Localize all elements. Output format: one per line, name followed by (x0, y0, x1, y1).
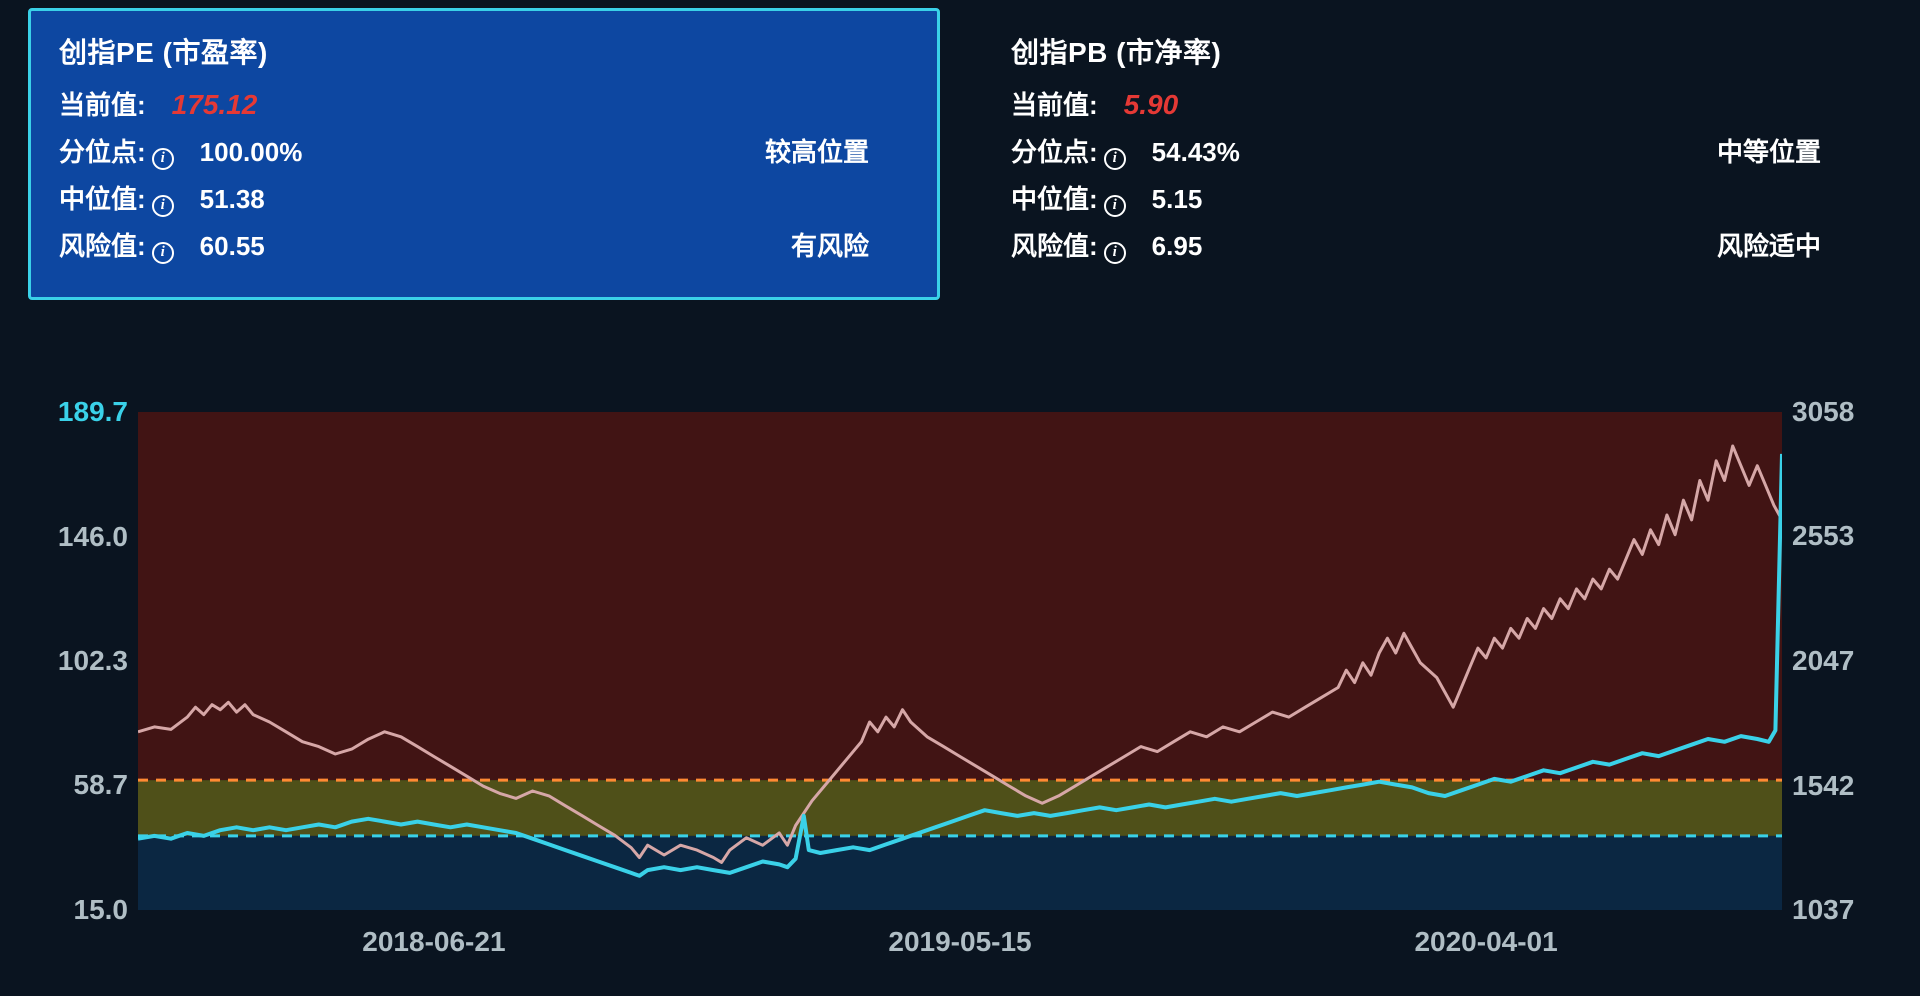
pe-median-row: 中位值: i 51.38 (59, 179, 909, 216)
y-left-tick: 189.7 (58, 396, 128, 428)
pe-percentile-value: 100.00% (200, 137, 390, 168)
metric-panels-row: 创指PE (市盈率) 当前值: 175.12 分位点: i 100.00% 较高… (0, 0, 1920, 300)
y-left-tick: 102.3 (58, 645, 128, 677)
pb-median-label: 中位值: i (1011, 179, 1126, 216)
x-tick: 2020-04-01 (1414, 926, 1557, 958)
pb-risk-row: 风险值: i 6.95 风险适中 (1011, 226, 1861, 263)
y-left-tick: 146.0 (58, 521, 128, 553)
pb-panel-title: 创指PB (市净率) (1011, 31, 1861, 71)
pb-median-row: 中位值: i 5.15 (1011, 179, 1861, 216)
pe-percentile-row: 分位点: i 100.00% 较高位置 (59, 132, 909, 169)
pb-panel[interactable]: 创指PB (市净率) 当前值: 5.90 分位点: i 54.43% 中等位置 … (980, 8, 1892, 300)
y-left-tick: 58.7 (74, 769, 129, 801)
pe-risk-value: 60.55 (200, 231, 390, 262)
dashboard-root: 创指PE (市盈率) 当前值: 175.12 分位点: i 100.00% 较高… (0, 0, 1920, 996)
pe-current-label: 当前值: (59, 85, 146, 122)
y-left-tick: 15.0 (74, 894, 129, 926)
info-icon[interactable]: i (1104, 242, 1126, 264)
pe-risk-status: 有风险 (791, 226, 909, 263)
y-right-tick: 2047 (1792, 645, 1854, 677)
info-icon[interactable]: i (152, 195, 174, 217)
y-right-tick: 2553 (1792, 520, 1854, 552)
pe-current-row: 当前值: 175.12 (59, 85, 909, 122)
chart-area: 189.7 146.0 102.3 58.7 15.0 3058 2553 2047 1542… (30, 396, 1890, 966)
x-tick: 2019-05-15 (888, 926, 1031, 958)
pe-panel[interactable]: 创指PE (市盈率) 当前值: 175.12 分位点: i 100.00% 较高… (28, 8, 940, 300)
x-tick: 2018-06-21 (362, 926, 505, 958)
chart-plot[interactable] (138, 412, 1782, 910)
pb-percentile-value: 54.43% (1152, 137, 1342, 168)
pb-current-label: 当前值: (1011, 85, 1098, 122)
info-icon[interactable]: i (1104, 148, 1126, 170)
pe-median-value: 51.38 (200, 184, 390, 215)
chart-xaxis: 2018-06-21 2019-05-15 2020-04-01 (138, 918, 1782, 966)
pb-risk-value: 6.95 (1152, 231, 1342, 262)
info-icon[interactable]: i (1104, 195, 1126, 217)
y-right-tick: 3058 (1792, 396, 1854, 428)
info-icon[interactable]: i (152, 242, 174, 264)
pb-median-value: 5.15 (1152, 184, 1342, 215)
pe-risk-label: 风险值: i (59, 226, 174, 263)
pb-percentile-label: 分位点: i (1011, 132, 1126, 169)
chart-yaxis-right: 30582553204715421037 (1782, 396, 1890, 910)
pe-risk-row: 风险值: i 60.55 有风险 (59, 226, 909, 263)
pb-percentile-row: 分位点: i 54.43% 中等位置 (1011, 132, 1861, 169)
pb-current-row: 当前值: 5.90 (1011, 85, 1861, 122)
chart-svg (138, 412, 1782, 910)
chart-yaxis-left: 189.7146.0102.358.715.0 (30, 396, 138, 910)
pe-median-label: 中位值: i (59, 179, 174, 216)
pb-percentile-status: 中等位置 (1717, 132, 1861, 169)
pb-current-value: 5.90 (1124, 89, 1314, 121)
pe-panel-title: 创指PE (市盈率) (59, 31, 909, 71)
y-right-tick: 1542 (1792, 770, 1854, 802)
pb-risk-label: 风险值: i (1011, 226, 1126, 263)
pe-percentile-label: 分位点: i (59, 132, 174, 169)
info-icon[interactable]: i (152, 148, 174, 170)
pb-risk-status: 风险适中 (1717, 226, 1861, 263)
y-right-tick: 1037 (1792, 894, 1854, 926)
pe-percentile-status: 较高位置 (765, 132, 909, 169)
pe-current-value: 175.12 (172, 89, 362, 121)
